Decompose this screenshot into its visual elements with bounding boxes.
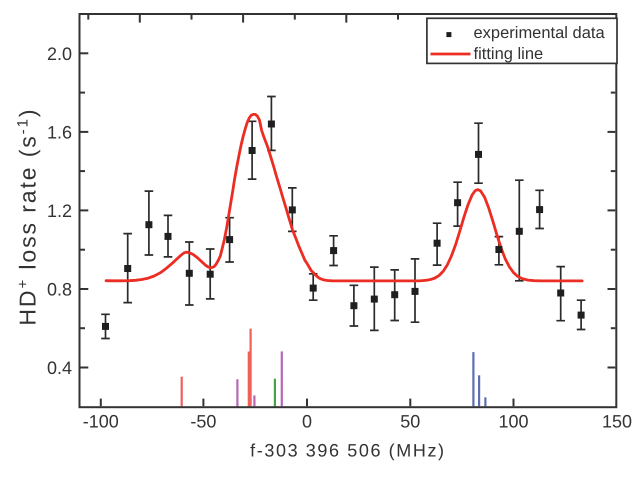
svg-text:0.4: 0.4 bbox=[47, 358, 72, 378]
svg-text:100: 100 bbox=[498, 412, 528, 432]
svg-text:0.8: 0.8 bbox=[47, 280, 72, 300]
svg-text:experimental data: experimental data bbox=[474, 24, 606, 42]
svg-text:-100: -100 bbox=[83, 412, 119, 432]
svg-text:0: 0 bbox=[302, 412, 312, 432]
svg-text:-50: -50 bbox=[190, 412, 216, 432]
svg-text:f-303 396 506 (MHz): f-303 396 506 (MHz) bbox=[250, 441, 445, 461]
svg-text:2.0: 2.0 bbox=[47, 44, 72, 64]
svg-text:150: 150 bbox=[602, 412, 632, 432]
svg-text:50: 50 bbox=[400, 412, 420, 432]
svg-text:1.2: 1.2 bbox=[47, 201, 72, 221]
svg-text:fitting line: fitting line bbox=[474, 45, 544, 63]
svg-text:1.6: 1.6 bbox=[47, 122, 72, 142]
svg-text:HD+ loss rate (s-1): HD+ loss rate (s-1) bbox=[15, 108, 41, 326]
